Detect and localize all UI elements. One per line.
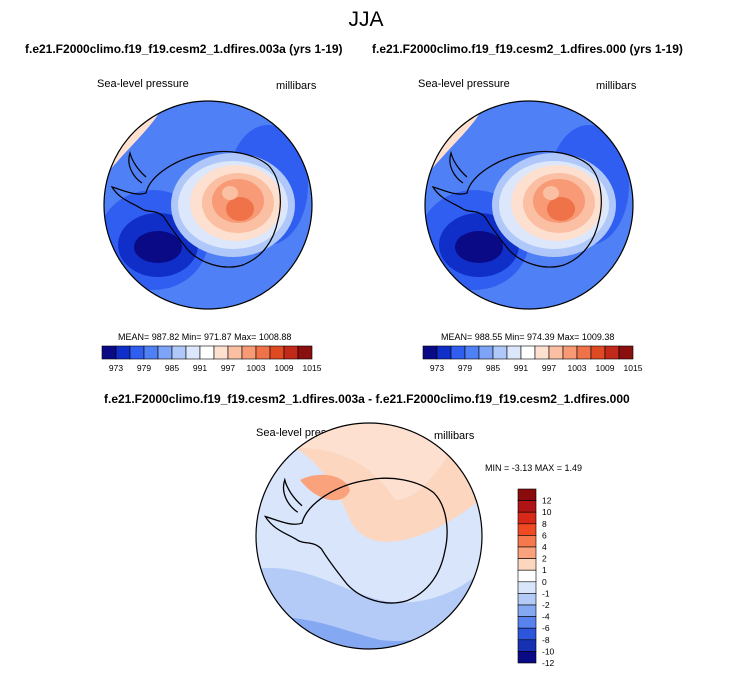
- panel1-colorbar-swatch: [129, 345, 145, 360]
- panel1-colorbar-tick-label: 973: [109, 363, 123, 373]
- panel1-colorbar-tick-label: 985: [165, 363, 179, 373]
- plot-title: JJA: [348, 8, 384, 31]
- diff-colorbar-tick-label: -1: [542, 588, 550, 598]
- diff-colorbar-swatch: [517, 593, 537, 606]
- panel1-colorbar-swatch: [297, 345, 313, 360]
- panel1-colorbar-swatch: [213, 345, 229, 360]
- panel1-colorbar-tick-label: 1015: [303, 363, 322, 373]
- panel1-variable-label: Sea-level pressure: [97, 78, 189, 90]
- panel2-map: [425, 101, 633, 309]
- diff-colorbar-tick-label: 2: [542, 554, 547, 564]
- panel2-colorbar-tick-label: 973: [430, 363, 444, 373]
- panel1-colorbar-swatch: [283, 345, 299, 360]
- panel2-colorbar-swatch: [534, 345, 550, 360]
- panel2-colorbar-swatch: [436, 345, 452, 360]
- diff-colorbar-tick-label: 0: [542, 577, 547, 587]
- diff-stats: MIN = -3.13 MAX = 1.49: [485, 463, 583, 473]
- diff-case-title: f.e21.F2000climo.f19_f19.cesm2_1.dfires.…: [104, 392, 630, 406]
- diff-colorbar-swatch: [517, 500, 537, 513]
- panel2-colorbar-tick-label: 979: [458, 363, 472, 373]
- panel2-variable-label: Sea-level pressure: [418, 78, 510, 90]
- panel1-colorbar-tick-label: 1009: [275, 363, 294, 373]
- panel2-colorbar-swatch: [464, 345, 480, 360]
- diff-colorbar-swatch: [517, 616, 537, 629]
- diff-colorbar-tick-label: -10: [542, 646, 555, 656]
- panel2-colorbar-swatch: [478, 345, 494, 360]
- diff-colorbar-swatch: [517, 569, 537, 583]
- diff-map: [256, 423, 482, 649]
- diff-colorbar-swatch: [517, 604, 537, 617]
- panel2-colorbar-tick-label: 1009: [596, 363, 615, 373]
- diff-colorbar-swatch: [517, 523, 537, 536]
- panel2-colorbar-swatch: [520, 345, 536, 360]
- diff-colorbar-swatch: [517, 546, 537, 559]
- panel2-colorbar-swatch: [590, 345, 606, 360]
- panel1-colorbar-swatch: [199, 345, 215, 360]
- panel2-colorbar-tick-label: 997: [542, 363, 556, 373]
- panel1-colorbar-swatch: [101, 345, 117, 360]
- panel1-map: [104, 101, 312, 309]
- panel1-colorbar-swatch: [227, 345, 243, 360]
- panel2-stats: MEAN= 988.55 Min= 974.39 Max= 1009.38: [441, 332, 615, 342]
- panel2-colorbar-swatch: [492, 345, 508, 360]
- diff-colorbar-tick-label: -8: [542, 635, 550, 645]
- diff-colorbar-swatch: [517, 639, 537, 652]
- diff-colorbar-swatch: [517, 651, 537, 664]
- diff-colorbar-tick-label: -4: [542, 612, 550, 622]
- panel1-colorbar-swatch: [185, 345, 201, 360]
- panel1-colorbar-tick-label: 979: [137, 363, 151, 373]
- panel1-colorbar-swatch: [269, 345, 285, 360]
- diff-colorbar-swatch: [517, 627, 537, 641]
- diff-colorbar-tick-label: -12: [542, 658, 555, 668]
- panel2-colorbar-swatch: [422, 345, 438, 360]
- diff-colorbar-swatch: [517, 535, 537, 548]
- panel2-colorbar: 973 979 985 991 997 1003 1009 1015: [422, 345, 643, 373]
- diff-colorbar-swatch: [517, 558, 537, 571]
- panel1-units-label: millibars: [276, 80, 317, 92]
- panel2-colorbar-tick-label: 985: [486, 363, 500, 373]
- panel2-case-title: f.e21.F2000climo.f19_f19.cesm2_1.dfires.…: [372, 42, 683, 56]
- panel1-colorbar-swatch: [115, 345, 131, 360]
- diff-units-label: millibars: [434, 430, 475, 442]
- panel1-colorbar-swatch: [143, 345, 159, 360]
- panel2-colorbar-swatch: [562, 345, 578, 360]
- panel1-colorbar-swatch: [171, 345, 187, 360]
- panel2-colorbar-tick-label: 991: [514, 363, 528, 373]
- panel1-case-title: f.e21.F2000climo.f19_f19.cesm2_1.dfires.…: [25, 42, 343, 56]
- diff-colorbar-tick-label: -2: [542, 600, 550, 610]
- panel2-colorbar-swatch: [604, 345, 620, 360]
- diff-colorbar-tick-label: -6: [542, 623, 550, 633]
- diff-colorbar-swatch: [517, 511, 537, 525]
- panel2-colorbar-tick-label: 1015: [624, 363, 643, 373]
- panel2-colorbar-swatch: [618, 345, 634, 360]
- panel2-colorbar-swatch: [450, 345, 466, 360]
- panel1-colorbar-swatch: [241, 345, 257, 360]
- panel1-colorbar-tick-label: 1003: [247, 363, 266, 373]
- diff-colorbar-tick-label: 4: [542, 542, 547, 552]
- diff-colorbar-tick-label: 10: [542, 507, 552, 517]
- diff-colorbar-swatch: [517, 581, 537, 594]
- panel2-units-label: millibars: [596, 80, 637, 92]
- panel1-colorbar-swatch: [255, 345, 271, 360]
- panel1-map-border: [103, 100, 313, 310]
- panel2-colorbar-swatch: [506, 345, 522, 360]
- diff-colorbar-tick-label: 1: [542, 565, 547, 575]
- panel2-colorbar-swatch: [548, 345, 564, 360]
- diff-colorbar-tick-label: 8: [542, 519, 547, 529]
- diff-colorbar-tick-label: 12: [542, 496, 552, 506]
- panel1-colorbar: 973 979 985 991 997 1003 1009 1015: [101, 345, 322, 373]
- panel1-colorbar-tick-label: 997: [221, 363, 235, 373]
- panel2-colorbar-tick-label: 1003: [568, 363, 587, 373]
- diff-map-border: [255, 422, 483, 650]
- diff-colorbar-swatch: [517, 488, 537, 501]
- diff-colorbar-tick-label: 6: [542, 530, 547, 540]
- panel2-map-border: [424, 100, 634, 310]
- panel1-stats: MEAN= 987.82 Min= 971.87 Max= 1008.88: [118, 332, 292, 342]
- panel1-colorbar-swatch: [157, 345, 173, 360]
- panel2-colorbar-swatch: [576, 345, 592, 360]
- panel1-colorbar-tick-label: 991: [193, 363, 207, 373]
